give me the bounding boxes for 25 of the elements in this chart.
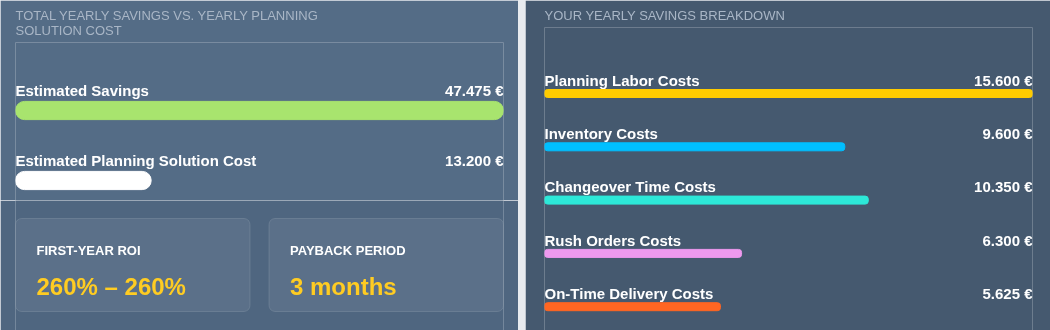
- bar: [544, 195, 869, 205]
- category-label: Planning Labor Costs: [544, 71, 700, 89]
- text: 3 months: [290, 273, 397, 300]
- data-label: 9.600 €: [982, 124, 1034, 142]
- category-label: Changeover Time Costs: [544, 178, 716, 196]
- bar: [544, 142, 846, 152]
- bar: [544, 89, 1033, 98]
- bar: [544, 248, 743, 258]
- text: FIRST-YEAR ROI: [36, 243, 141, 258]
- chart-title: TOTAL YEARLY SAVINGS VS. YEARLY PLANNING SOLUTION COST: [15, 7, 318, 38]
- data-label: 6.300 €: [982, 231, 1034, 249]
- data-label: 47.475 €: [445, 82, 505, 100]
- category-label: Estimated Planning Solution Cost: [15, 152, 257, 170]
- data-label: 10.350 €: [974, 178, 1034, 196]
- data-label: 13.200 €: [445, 152, 505, 170]
- category-label: Inventory Costs: [544, 124, 658, 142]
- category-label: Rush Orders Costs: [544, 231, 682, 249]
- bar: [544, 302, 721, 312]
- chart-title: YOUR YEARLY SAVINGS BREAKDOWN: [544, 7, 785, 23]
- category-label: Estimated Savings: [15, 82, 149, 100]
- data-label: 15.600 €: [974, 71, 1034, 89]
- data-label: 5.625 €: [982, 284, 1034, 302]
- text: 260% – 260%: [36, 273, 186, 300]
- text: PAYBACK PERIOD: [290, 243, 406, 258]
- category-label: On-Time Delivery Costs: [544, 284, 714, 302]
